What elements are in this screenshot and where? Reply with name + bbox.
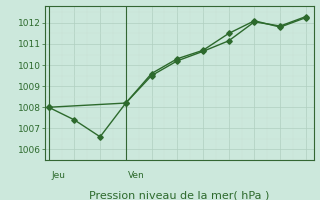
Text: Jeu: Jeu: [51, 171, 65, 180]
Text: Ven: Ven: [128, 171, 145, 180]
Text: Pression niveau de la mer( hPa ): Pression niveau de la mer( hPa ): [89, 191, 269, 200]
